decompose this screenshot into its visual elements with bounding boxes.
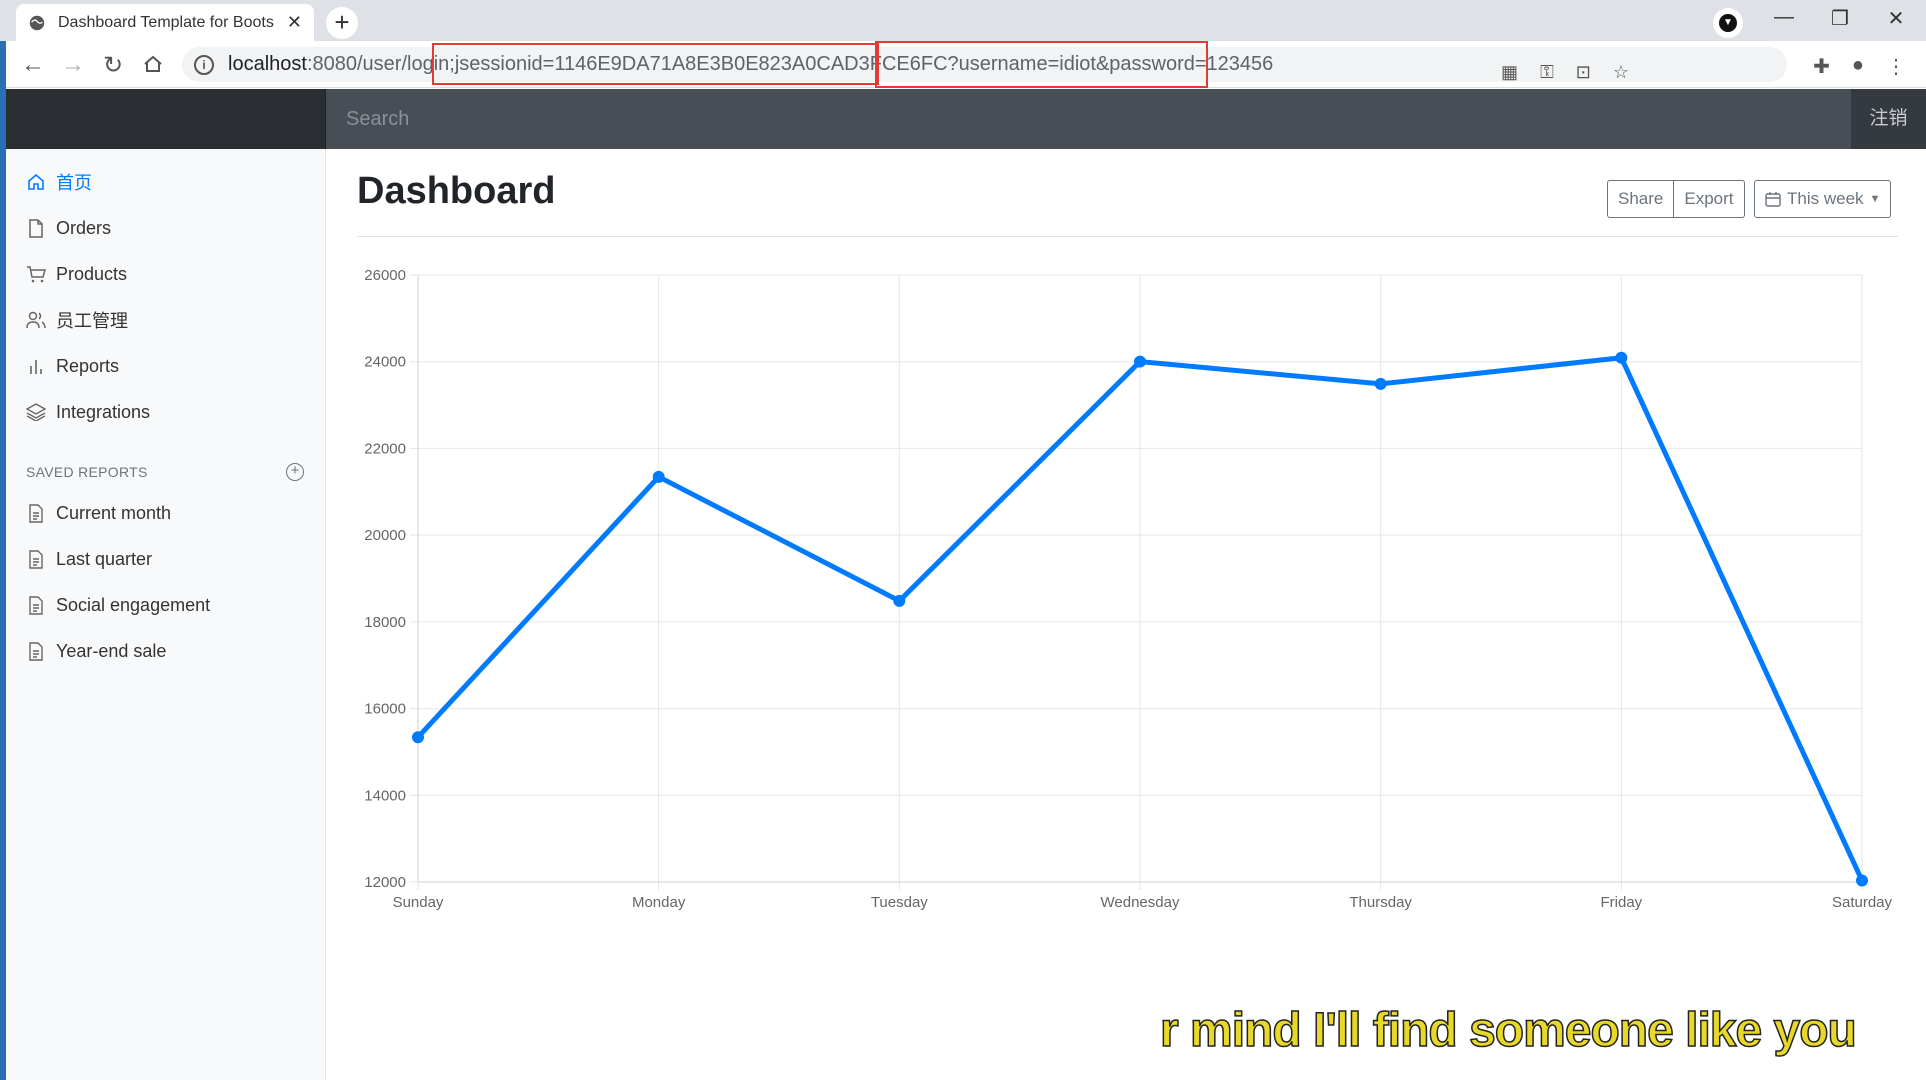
share-button[interactable]: Share: [1607, 180, 1675, 218]
extensions-icon[interactable]: ✚: [1813, 56, 1830, 78]
y-tick-label: 24000: [364, 354, 406, 371]
home-icon: [26, 172, 46, 192]
file-text-icon: [26, 595, 46, 615]
file-text-icon: [26, 503, 46, 523]
file-text-icon: [26, 641, 46, 661]
cart-icon: [26, 264, 46, 284]
browser-tab[interactable]: Dashboard Template for Boots ✕: [16, 4, 314, 41]
url-text[interactable]: localhost:8080/user/login;jsessionid=114…: [228, 53, 1274, 75]
sidebar-item-products[interactable]: Products: [26, 257, 127, 291]
sidebar: 首页 Orders Products 员工管理 Reports Integrat…: [6, 149, 326, 1080]
saved-report-current-month[interactable]: Current month: [26, 496, 171, 530]
y-tick-label: 26000: [364, 267, 406, 284]
sidebar-item-integrations[interactable]: Integrations: [26, 395, 150, 429]
video-subtitle: r mind I'll find someone like you: [1159, 1003, 1857, 1058]
data-point: [1374, 377, 1387, 390]
y-tick-label: 14000: [364, 787, 406, 804]
x-tick-label: Monday: [632, 894, 686, 911]
brand[interactable]: [6, 89, 326, 149]
bookmark-star-icon[interactable]: ☆: [1612, 62, 1629, 82]
header-divider: [357, 236, 1898, 237]
sidebar-item-employees[interactable]: 员工管理: [26, 303, 128, 337]
search-input[interactable]: Search: [326, 89, 1851, 149]
saved-report-year-end-sale[interactable]: Year-end sale: [26, 634, 166, 668]
sidebar-item-reports[interactable]: Reports: [26, 349, 119, 383]
add-report-button[interactable]: +: [286, 463, 304, 481]
users-icon: [26, 310, 46, 330]
y-tick-label: 16000: [364, 701, 406, 718]
layers-icon: [26, 402, 46, 422]
media-control-button[interactable]: ▼: [1713, 8, 1743, 38]
data-point: [1856, 874, 1868, 887]
logout-link[interactable]: 注销: [1869, 108, 1908, 129]
browser-tab-strip: Dashboard Template for Boots ✕ + ▼ — ❐ ✕: [0, 0, 1926, 41]
caret-down-icon: ▼: [1869, 193, 1881, 205]
browser-toolbar: ← → ↻ i localhost:8080/user/login;jsessi…: [0, 41, 1926, 88]
bar-chart-icon: [26, 356, 46, 376]
x-tick-label: Sunday: [393, 894, 444, 911]
page-title: Dashboard: [357, 170, 556, 212]
key-icon[interactable]: ⚿: [1540, 62, 1554, 82]
x-tick-label: Saturday: [1832, 894, 1893, 911]
back-button[interactable]: ←: [21, 51, 45, 78]
data-point: [1134, 355, 1146, 368]
action-button-group: Share Export: [1607, 180, 1745, 218]
address-bar[interactable]: i localhost:8080/user/login;jsessionid=1…: [182, 47, 1787, 82]
saved-report-social-engagement[interactable]: Social engagement: [26, 588, 210, 622]
line-chart: 12000 14000 16000 18000 20000 22000 24000 26000…: [364, 267, 1893, 911]
forward-button[interactable]: →: [61, 51, 85, 78]
restore-button[interactable]: ❐: [1831, 8, 1849, 30]
window-edge: [0, 41, 6, 1080]
x-tick-label: Tuesday: [871, 894, 928, 911]
data-point: [893, 594, 906, 607]
export-button[interactable]: Export: [1674, 180, 1745, 218]
translate-grid-icon[interactable]: ▦: [1501, 62, 1519, 82]
y-tick-label: 18000: [364, 614, 406, 631]
sidebar-item-home[interactable]: 首页: [26, 165, 92, 199]
minimize-button[interactable]: —: [1774, 6, 1794, 28]
close-window-button[interactable]: ✕: [1887, 8, 1905, 30]
chevron-down-icon: ▼: [1719, 14, 1737, 32]
y-tick-label: 20000: [364, 527, 406, 544]
x-tick-label: Friday: [1600, 894, 1642, 911]
menu-icon[interactable]: ⋮: [1886, 56, 1906, 78]
info-icon[interactable]: i: [194, 54, 214, 75]
x-tick-label: Wednesday: [1101, 894, 1180, 911]
sidebar-item-orders[interactable]: Orders: [26, 211, 111, 245]
y-tick-label: 22000: [364, 440, 406, 457]
highlight-box-credentials: [875, 41, 1208, 88]
highlight-box-session: [432, 43, 879, 85]
date-range-dropdown[interactable]: This week ▼: [1754, 180, 1892, 218]
close-tab-icon[interactable]: ✕: [286, 12, 302, 32]
data-point: [1615, 351, 1628, 364]
translate-icon[interactable]: ⊡: [1575, 62, 1591, 82]
saved-report-last-quarter[interactable]: Last quarter: [26, 542, 152, 576]
app-navbar: Search 注销: [6, 89, 1926, 149]
reload-button[interactable]: ↻: [102, 52, 124, 79]
file-text-icon: [26, 549, 46, 569]
saved-reports-heading: SAVED REPORTS: [26, 464, 148, 480]
new-tab-button[interactable]: +: [326, 7, 358, 39]
file-icon: [26, 218, 46, 238]
data-point: [652, 470, 665, 483]
main-content: Dashboard Share Export This week ▼ 12000…: [326, 149, 1926, 1080]
data-point: [412, 731, 424, 744]
y-tick-label: 12000: [364, 874, 406, 891]
x-tick-label: Thursday: [1349, 894, 1412, 911]
tab-title: Dashboard Template for Boots: [58, 13, 274, 31]
home-button[interactable]: [138, 51, 168, 82]
profile-icon[interactable]: ●: [1851, 54, 1864, 76]
home-icon: [144, 55, 162, 72]
calendar-icon: [1765, 192, 1781, 207]
globe-icon: [29, 15, 45, 30]
